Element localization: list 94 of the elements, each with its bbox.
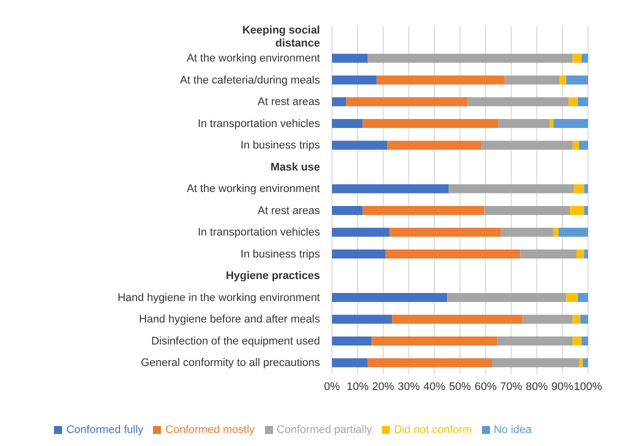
bar [386,250,520,258]
legend-label: No idea [494,424,532,436]
bar [332,336,372,346]
x-tick-label: 20% [372,380,394,393]
bar [572,336,582,346]
y-tick-label: General conformity to all precautions [140,357,320,370]
bar [582,358,588,368]
bar [570,206,584,215]
x-tick-label: 0% [324,380,340,393]
bar [368,358,492,368]
bar [362,206,484,215]
bar [576,250,584,258]
y-tick-label: In transportation vehicles [198,118,320,130]
bar [362,119,498,128]
y-tick-label: Hygiene practices [226,270,320,282]
x-tick-label: 100% [574,380,602,393]
bar [584,206,588,215]
bar [372,336,498,346]
bar [332,206,363,215]
y-tick-label: In business trips [240,140,320,152]
bar [484,206,570,215]
bar [504,76,560,84]
y-tick-label: Hand hygiene in the working environment [118,292,320,304]
bar [332,314,392,324]
bar [392,314,523,324]
bar [580,314,588,324]
bar [332,250,386,258]
bar [447,293,566,302]
bar [332,358,368,368]
bar [468,97,569,106]
bar [497,336,573,346]
x-tick-label: 80% [526,380,548,393]
bar [572,314,580,324]
bar [572,140,580,150]
bar [553,228,559,237]
bar [553,119,588,128]
bar [550,119,554,128]
y-tick-label: In transportation vehicles [198,226,320,239]
bar [332,228,390,237]
y-tick-label: At the cafeteria/during meals [180,74,320,86]
bar [332,97,346,106]
x-tick-label: 40% [423,380,446,393]
bar [346,97,468,106]
bar [448,184,574,194]
bar [578,293,588,302]
bar [482,140,573,150]
x-tick-label: 70% [500,380,522,393]
x-tick-label: 50% [448,380,472,393]
legend-label: Did not conform [394,424,472,436]
y-tick-label: At the working environment [186,52,320,65]
bar [332,119,363,128]
bar [332,76,377,84]
x-tick-label: 10% [346,380,369,393]
bar [568,97,578,106]
x-tick-label: 60% [474,380,497,393]
bar [582,336,588,346]
y-tick-label: At rest areas [258,204,320,217]
legend-label: Conformed partially [276,424,372,436]
bar [584,250,588,258]
bar [566,76,588,84]
y-tick-label: Mask use [270,161,320,174]
bar [560,76,566,84]
y-tick-label: Hand hygiene before and after meals [138,314,320,326]
bar [332,184,448,194]
bar [579,140,588,150]
bar [574,184,584,194]
bar [584,184,588,194]
y-tick-label: At the working environment [186,183,320,196]
bar [578,97,588,106]
bar [332,140,388,150]
bar [579,358,583,368]
legend-label: Conformed fully [66,424,144,436]
bar [572,54,582,63]
bar [376,76,505,84]
x-tick-label: 30% [398,380,420,393]
bar [387,140,482,150]
bar [520,250,576,258]
bar [500,228,554,237]
bar [332,293,448,302]
bar [368,54,573,63]
bar [332,54,368,63]
y-tick-label: At rest areas [258,96,320,108]
y-tick-label: Keeping social distance [242,24,320,50]
bar [582,54,588,63]
x-tick-label: 90% [551,380,574,393]
bar [492,358,580,368]
bar [566,293,578,302]
bar [522,314,573,324]
bar [390,228,501,237]
legend-label: Conformed mostly [165,424,255,436]
bar [498,119,550,128]
y-tick-label: Disinfection of the equipment used [151,335,320,348]
y-tick-label: In business trips [240,248,320,260]
bar [558,228,588,237]
